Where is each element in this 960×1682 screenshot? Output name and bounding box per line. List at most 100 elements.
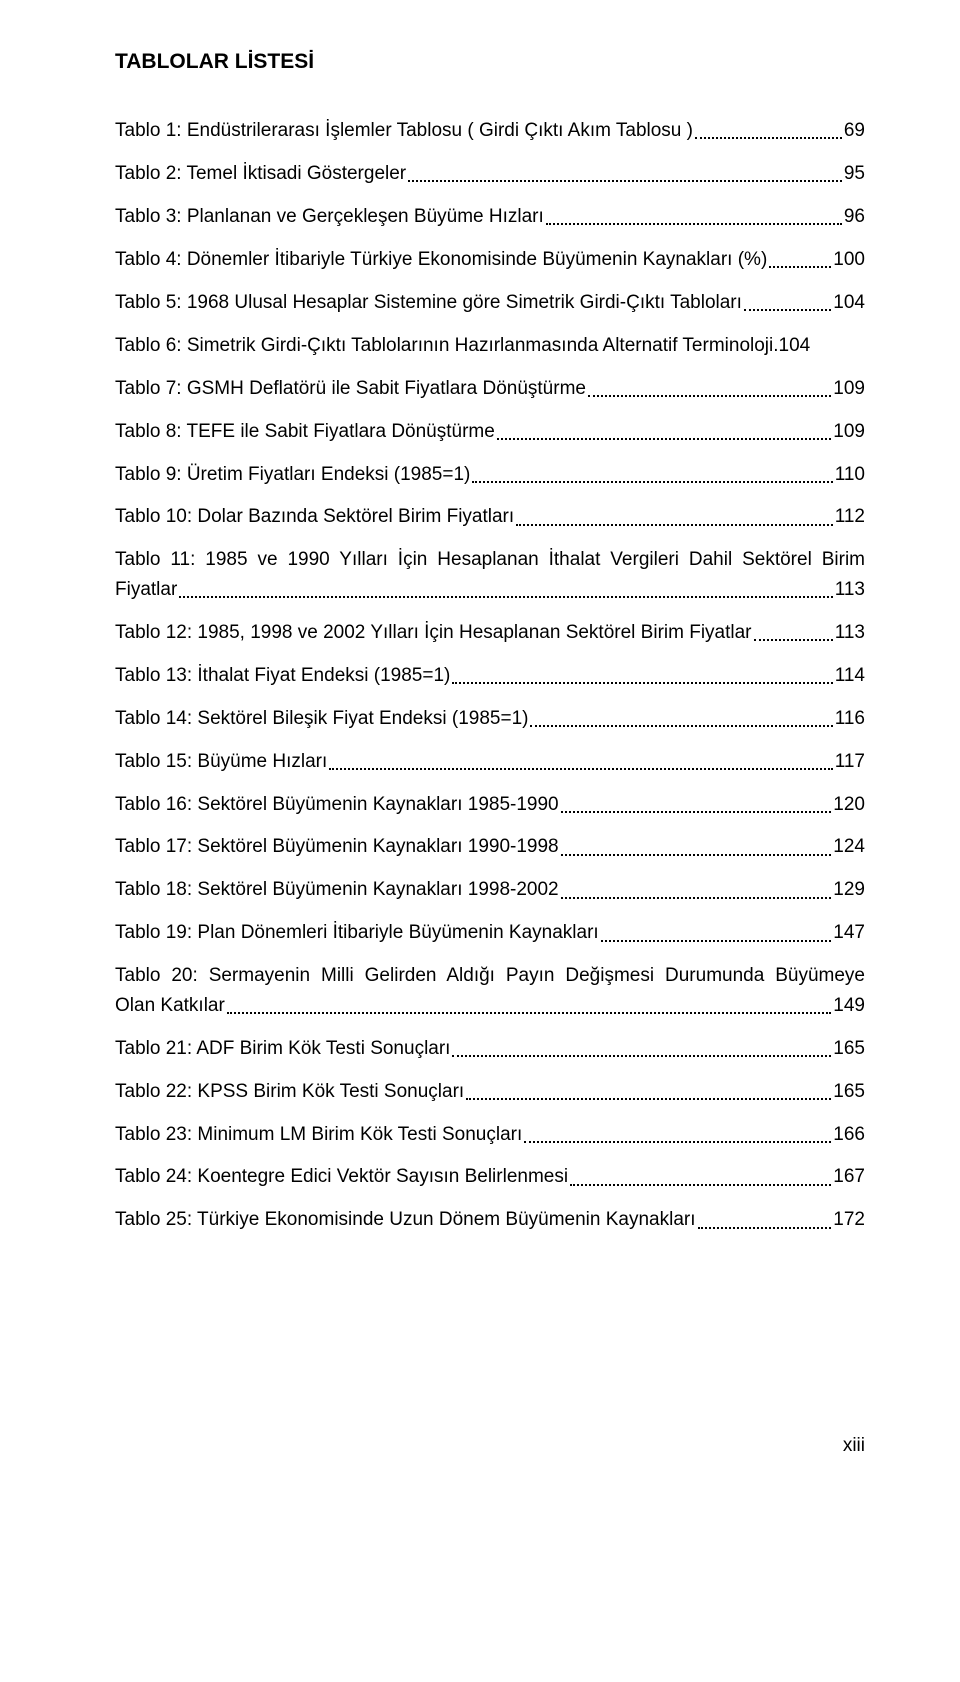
toc-entry-page: 100 xyxy=(833,245,865,274)
toc-entry: Tablo 5: 1968 Ulusal Hesaplar Sistemine … xyxy=(115,288,865,317)
toc-leader-dots xyxy=(769,266,831,268)
toc-entry: Tablo 18: Sektörel Büyümenin Kaynakları … xyxy=(115,875,865,904)
toc-leader-dots xyxy=(561,811,832,813)
toc-entry-label: Tablo 6: Simetrik Girdi-Çıktı Tabloların… xyxy=(115,331,779,360)
toc-entry: Tablo 4: Dönemler İtibariyle Türkiye Eko… xyxy=(115,245,865,274)
toc-leader-dots xyxy=(601,940,832,942)
toc-entry: Tablo 11: 1985 ve 1990 Yılları İçin Hesa… xyxy=(115,545,865,604)
toc-entry-label: Tablo 8: TEFE ile Sabit Fiyatlara Dönüşt… xyxy=(115,417,495,446)
toc-list: Tablo 1: Endüstrilerarası İşlemler Tablo… xyxy=(115,116,865,1235)
toc-leader-dots xyxy=(698,1227,832,1229)
toc-entry-page: 112 xyxy=(835,502,865,531)
toc-entry: Tablo 8: TEFE ile Sabit Fiyatlara Dönüşt… xyxy=(115,417,865,446)
toc-leader-dots xyxy=(227,1012,831,1014)
toc-leader-dots xyxy=(530,725,832,727)
toc-entry: Tablo 22: KPSS Birim Kök Testi Sonuçları… xyxy=(115,1077,865,1106)
toc-entry-label: Tablo 7: GSMH Deflatörü ile Sabit Fiyatl… xyxy=(115,374,586,403)
toc-entry: Tablo 13: İthalat Fiyat Endeksi (1985=1)… xyxy=(115,661,865,690)
toc-entry-page: 167 xyxy=(833,1162,865,1191)
toc-entry-label: Tablo 9: Üretim Fiyatları Endeksi (1985=… xyxy=(115,460,470,489)
toc-entry-label: Tablo 14: Sektörel Bileşik Fiyat Endeksi… xyxy=(115,704,528,733)
toc-entry-page: 113 xyxy=(835,618,865,647)
toc-entry-label: Tablo 1: Endüstrilerarası İşlemler Tablo… xyxy=(115,116,693,145)
toc-leader-dots xyxy=(546,223,842,225)
toc-leader-dots xyxy=(466,1098,831,1100)
toc-entry-page: 109 xyxy=(833,417,865,446)
toc-leader-dots xyxy=(179,596,832,598)
toc-leader-dots xyxy=(472,481,832,483)
toc-entry-page: 165 xyxy=(833,1077,865,1106)
toc-entry-page: 147 xyxy=(833,918,865,947)
toc-entry: Tablo 24: Koentegre Edici Vektör Sayısın… xyxy=(115,1162,865,1191)
toc-entry-page: 114 xyxy=(835,661,865,690)
toc-leader-dots xyxy=(408,180,842,182)
toc-entry-page: 124 xyxy=(833,832,865,861)
toc-entry-label: Tablo 15: Büyüme Hızları xyxy=(115,747,327,776)
toc-entry-page: 69 xyxy=(844,116,865,145)
toc-leader-dots xyxy=(497,438,831,440)
toc-entry-label: Tablo 12: 1985, 1998 ve 2002 Yılları İçi… xyxy=(115,618,752,647)
toc-leader-dots xyxy=(744,309,831,311)
toc-entry-label: Tablo 22: KPSS Birim Kök Testi Sonuçları xyxy=(115,1077,464,1106)
toc-entry: Tablo 6: Simetrik Girdi-Çıktı Tabloların… xyxy=(115,331,865,360)
toc-leader-dots xyxy=(452,682,832,684)
toc-entry: Tablo 17: Sektörel Büyümenin Kaynakları … xyxy=(115,832,865,861)
toc-entry-page: 109 xyxy=(833,374,865,403)
toc-entry-page: 172 xyxy=(833,1205,865,1234)
toc-entry: Tablo 21: ADF Birim Kök Testi Sonuçları 1… xyxy=(115,1034,865,1063)
toc-entry: Tablo 19: Plan Dönemleri İtibariyle Büyü… xyxy=(115,918,865,947)
toc-entry-page: 104 xyxy=(833,288,865,317)
toc-entry: Tablo 15: Büyüme Hızları 117 xyxy=(115,747,865,776)
toc-entry-label: Tablo 23: Minimum LM Birim Kök Testi Son… xyxy=(115,1120,522,1149)
toc-entry: Tablo 9: Üretim Fiyatları Endeksi (1985=… xyxy=(115,460,865,489)
toc-entry: Tablo 23: Minimum LM Birim Kök Testi Son… xyxy=(115,1120,865,1149)
toc-leader-dots xyxy=(329,768,832,770)
toc-entry-label: Tablo 19: Plan Dönemleri İtibariyle Büyü… xyxy=(115,918,599,947)
toc-leader-dots xyxy=(695,137,842,139)
toc-entry-label: Tablo 13: İthalat Fiyat Endeksi (1985=1) xyxy=(115,661,450,690)
toc-entry-label: Tablo 18: Sektörel Büyümenin Kaynakları … xyxy=(115,875,559,904)
toc-entry-label: Olan Katkılar xyxy=(115,991,225,1020)
toc-entry-label: Tablo 20: Sermayenin Milli Gelirden Aldı… xyxy=(115,961,865,990)
toc-leader-dots xyxy=(561,897,832,899)
toc-entry-label: Fiyatlar xyxy=(115,575,177,604)
toc-leader-dots xyxy=(588,395,831,397)
toc-entry: Tablo 20: Sermayenin Milli Gelirden Aldı… xyxy=(115,961,865,1020)
toc-entry-page: 116 xyxy=(835,704,865,733)
toc-entry-page: 95 xyxy=(844,159,865,188)
page-number-footer: xiii xyxy=(115,1435,865,1457)
toc-entry-page: 166 xyxy=(833,1120,865,1149)
toc-entry-page: 104 xyxy=(779,331,811,360)
toc-entry: Tablo 12: 1985, 1998 ve 2002 Yılları İçi… xyxy=(115,618,865,647)
toc-entry: Tablo 10: Dolar Bazında Sektörel Birim F… xyxy=(115,502,865,531)
toc-entry-label: Tablo 2: Temel İktisadi Göstergeler xyxy=(115,159,406,188)
toc-leader-dots xyxy=(452,1055,831,1057)
toc-entry-page: 129 xyxy=(833,875,865,904)
toc-leader-dots xyxy=(516,524,833,526)
toc-entry-label: Tablo 17: Sektörel Büyümenin Kaynakları … xyxy=(115,832,559,861)
toc-entry-page: 117 xyxy=(835,747,865,776)
toc-entry-label: Tablo 21: ADF Birim Kök Testi Sonuçları xyxy=(115,1034,450,1063)
toc-entry-label: Tablo 5: 1968 Ulusal Hesaplar Sistemine … xyxy=(115,288,742,317)
toc-entry-label: Tablo 16: Sektörel Büyümenin Kaynakları … xyxy=(115,790,559,819)
toc-leader-dots xyxy=(561,854,832,856)
toc-entry: Tablo 1: Endüstrilerarası İşlemler Tablo… xyxy=(115,116,865,145)
toc-entry: Tablo 3: Planlanan ve Gerçekleşen Büyüme… xyxy=(115,202,865,231)
toc-entry: Tablo 7: GSMH Deflatörü ile Sabit Fiyatl… xyxy=(115,374,865,403)
toc-entry: Tablo 16: Sektörel Büyümenin Kaynakları … xyxy=(115,790,865,819)
toc-entry: Tablo 14: Sektörel Bileşik Fiyat Endeksi… xyxy=(115,704,865,733)
toc-entry: Tablo 25: Türkiye Ekonomisinde Uzun Döne… xyxy=(115,1205,865,1234)
toc-entry-label: Tablo 11: 1985 ve 1990 Yılları İçin Hesa… xyxy=(115,545,865,574)
toc-entry-label: Tablo 10: Dolar Bazında Sektörel Birim F… xyxy=(115,502,514,531)
toc-entry-page: 110 xyxy=(835,460,865,489)
toc-leader-dots xyxy=(570,1184,831,1186)
toc-entry-page: 165 xyxy=(833,1034,865,1063)
toc-entry-label: Tablo 25: Türkiye Ekonomisinde Uzun Döne… xyxy=(115,1205,696,1234)
toc-entry-label: Tablo 4: Dönemler İtibariyle Türkiye Eko… xyxy=(115,245,767,274)
toc-entry-page: 113 xyxy=(835,575,865,604)
toc-entry-label: Tablo 3: Planlanan ve Gerçekleşen Büyüme… xyxy=(115,202,544,231)
toc-entry: Tablo 2: Temel İktisadi Göstergeler 95 xyxy=(115,159,865,188)
page-title: TABLOLAR LİSTESİ xyxy=(115,50,865,74)
toc-entry-label: Tablo 24: Koentegre Edici Vektör Sayısın… xyxy=(115,1162,568,1191)
toc-entry-page: 96 xyxy=(844,202,865,231)
